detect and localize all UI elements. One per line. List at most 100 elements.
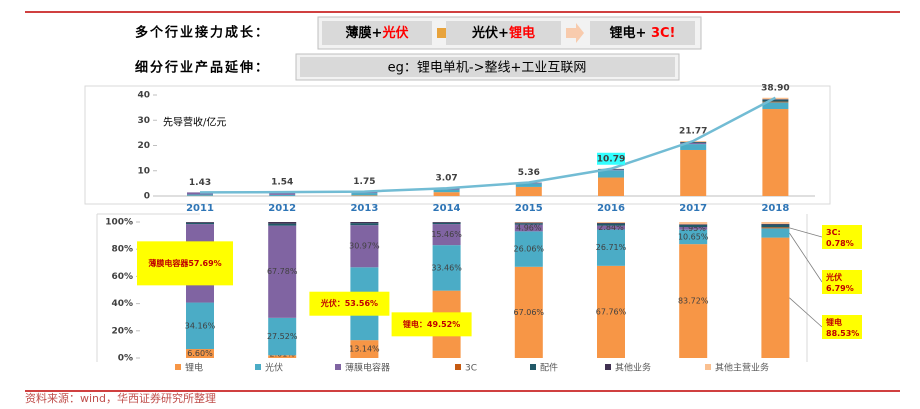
revenue-segment xyxy=(351,193,377,195)
share-segment xyxy=(186,222,214,223)
callout-line: 3C: xyxy=(826,228,841,237)
share-label: 26.06% xyxy=(514,245,545,254)
step-text: 光伏+锂电 xyxy=(471,25,535,41)
share-segment xyxy=(761,225,789,228)
callout-text: 光伏：53.56% xyxy=(320,298,378,308)
value-label: 1.43 xyxy=(189,178,211,188)
legend-label: 配件 xyxy=(540,362,558,374)
legend-swatch xyxy=(455,364,461,370)
y-tick-label: 20 xyxy=(137,141,150,151)
value-label: 5.36 xyxy=(518,168,540,178)
share-label: 67.76% xyxy=(596,307,627,316)
y-tick-label: 20% xyxy=(111,326,133,336)
y-tick-label: 100% xyxy=(105,218,133,228)
share-label: 15.46% xyxy=(431,230,462,239)
y-tick-label: 10 xyxy=(137,166,150,176)
step-part: 光伏+ xyxy=(471,25,509,41)
callout-text: 锂电：49.52% xyxy=(403,319,460,329)
share-label: 34.16% xyxy=(185,321,216,330)
share-label: 67.78% xyxy=(267,267,298,276)
share-segment xyxy=(597,223,625,224)
step-part: 锂电 xyxy=(509,25,535,41)
share-segment xyxy=(350,222,378,223)
revenue-segment xyxy=(434,190,460,193)
legend-swatch xyxy=(175,364,181,370)
y-tick-label: 80% xyxy=(111,245,133,255)
y-axis-label: 先导营收/亿元 xyxy=(163,116,226,129)
legend-label: 锂电 xyxy=(185,362,203,374)
share-label: 10.65% xyxy=(678,232,709,241)
legend-label: 3C xyxy=(465,364,477,374)
value-label: 1.75 xyxy=(353,177,375,187)
source: 资料来源：wind，华西证券研究所整理 xyxy=(25,391,216,405)
share-segment xyxy=(761,238,789,358)
share-segment xyxy=(350,223,378,225)
share-segment xyxy=(679,224,707,225)
share-segment xyxy=(679,225,707,227)
revenue-segment xyxy=(269,195,295,196)
share-label: 83.72% xyxy=(678,297,709,306)
step-part: 3C! xyxy=(651,26,676,41)
value-label: 1.54 xyxy=(271,178,293,188)
row1-label: 多个行业接力成长： xyxy=(135,25,270,41)
revenue-segment xyxy=(351,195,377,196)
y-tick-label: 0 xyxy=(144,192,150,202)
legend-swatch xyxy=(530,364,536,370)
y-tick-label: 40 xyxy=(137,91,150,101)
callout-text: 薄膜电容器57.69% xyxy=(148,258,221,268)
callout-line: 88.53% xyxy=(826,329,859,338)
x-tick-label: 2015 xyxy=(515,203,543,214)
legend-label: 其他主营业务 xyxy=(715,362,769,374)
y-tick-label: 0% xyxy=(118,354,133,364)
x-tick-label: 2018 xyxy=(761,203,789,214)
step-text: 锂电+ 3C! xyxy=(610,25,676,41)
row2-label: 细分行业产品延伸： xyxy=(135,60,270,76)
legend-label: 薄膜电容器 xyxy=(345,362,390,374)
legend-swatch xyxy=(705,364,711,370)
value-label: 21.77 xyxy=(679,127,707,137)
value-label: 38.90 xyxy=(761,83,789,93)
callout-line: 0.78% xyxy=(826,239,854,248)
share-label: 27.52% xyxy=(267,332,298,341)
share-segment xyxy=(268,222,296,224)
legend-label: 光伏 xyxy=(265,362,283,374)
share-segment xyxy=(515,223,543,224)
revenue-segment xyxy=(187,195,213,196)
share-label: 6.60% xyxy=(187,349,213,358)
share-segment xyxy=(515,223,543,224)
share-segment xyxy=(433,222,461,223)
step-part: 光伏 xyxy=(381,25,408,41)
legend-swatch xyxy=(605,364,611,370)
share-label: 4.96% xyxy=(516,223,542,232)
y-tick-label: 30 xyxy=(137,116,150,126)
value-label: 10.79 xyxy=(597,154,625,164)
share-segment xyxy=(268,224,296,226)
share-segment xyxy=(186,223,214,224)
share-label: 33.46% xyxy=(431,263,462,272)
legend-label: 其他业务 xyxy=(615,362,651,374)
step-part: 薄膜+ xyxy=(346,25,383,41)
revenue-segment xyxy=(762,109,788,196)
share-label: 30.97% xyxy=(349,242,380,251)
share-label: 26.71% xyxy=(596,243,627,252)
x-tick-label: 2014 xyxy=(433,203,461,214)
callout-leader xyxy=(789,298,822,327)
x-tick-label: 2013 xyxy=(350,203,378,214)
share-segment xyxy=(433,223,461,224)
callout-line: 光伏 xyxy=(825,272,842,282)
share-segment xyxy=(597,224,625,226)
share-segment xyxy=(761,228,789,237)
value-label: 3.07 xyxy=(435,174,457,184)
y-tick-label: 40% xyxy=(111,299,133,309)
callout-leader xyxy=(789,228,822,237)
share-segment xyxy=(761,224,789,225)
step-part: 锂电+ xyxy=(610,25,651,41)
x-tick-label: 2017 xyxy=(679,203,707,214)
x-tick-label: 2011 xyxy=(186,203,214,214)
share-label: 13.14% xyxy=(349,345,380,354)
x-tick-label: 2016 xyxy=(597,203,625,214)
legend-swatch xyxy=(255,364,261,370)
callout-line: 6.79% xyxy=(826,284,854,293)
x-tick-label: 2012 xyxy=(268,203,296,214)
